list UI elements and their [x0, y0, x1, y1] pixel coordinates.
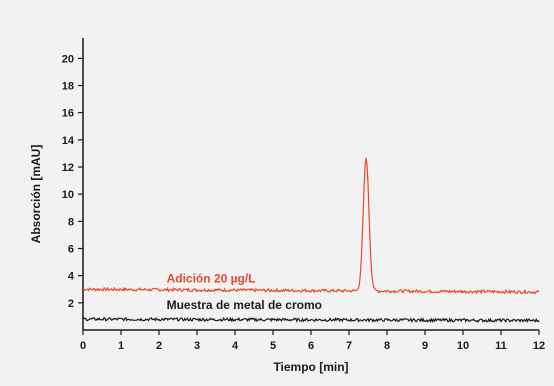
x-tick-label: 4: [232, 340, 239, 352]
y-tick-label: 12: [62, 162, 74, 174]
x-tick-label: 5: [270, 340, 276, 352]
y-tick-label: 14: [62, 135, 75, 147]
x-axis-title: Tiempo [min]: [273, 360, 348, 374]
y-tick-label: 8: [68, 216, 74, 228]
series-line-1: [82, 316, 540, 324]
x-tick-label: 10: [457, 340, 469, 352]
x-tick-label: 6: [308, 340, 314, 352]
x-tick-label: 12: [533, 340, 545, 352]
x-tick-label: 2: [156, 340, 162, 352]
x-tick-label: 8: [384, 340, 390, 352]
y-tick-label: 18: [62, 81, 74, 93]
series-lines: [82, 157, 540, 324]
x-tick-label: 0: [80, 340, 86, 352]
y-axis-title: Absorción [mAU]: [29, 145, 43, 244]
series-line-0: [82, 157, 540, 295]
series-label-0: Adición 20 µg/L: [167, 271, 256, 285]
y-tick-label: 2: [68, 298, 74, 310]
x-tick-label: 11: [495, 340, 507, 352]
y-tick-label: 20: [62, 53, 74, 65]
y-tick-label: 10: [62, 189, 74, 201]
series-label-1: Muestra de metal de cromo: [167, 298, 322, 312]
series-labels: Adición 20 µg/L Muestra de metal de cromo: [167, 271, 322, 311]
y-tick-label: 16: [62, 108, 74, 120]
y-tick-label: 4: [68, 271, 75, 283]
y-tick-label: 6: [68, 244, 74, 256]
x-tick-label: 7: [346, 340, 352, 352]
x-tick-label: 9: [422, 340, 428, 352]
x-tick-label: 1: [118, 340, 124, 352]
x-tick-label: 3: [194, 340, 200, 352]
